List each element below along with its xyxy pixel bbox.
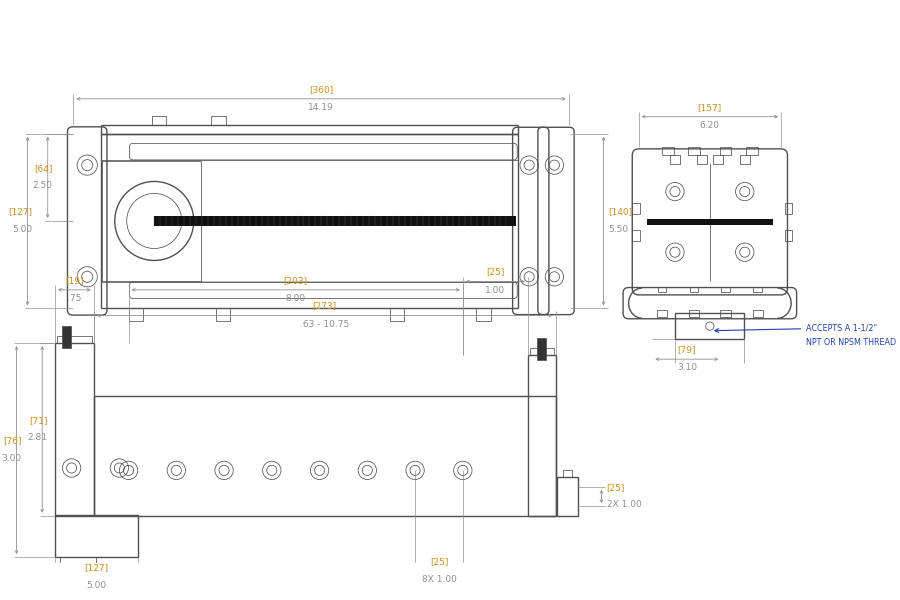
Text: .63 - 10.75: .63 - 10.75 (300, 320, 349, 329)
Text: [71]: [71] (29, 416, 48, 425)
Bar (59, 557, 96, 566)
Text: ACCEPTS A 1-1/2": ACCEPTS A 1-1/2" (715, 323, 878, 332)
Bar (657, 310, 667, 317)
Bar (752, 310, 762, 317)
Text: [76]: [76] (3, 436, 22, 445)
Bar (746, 148, 758, 155)
Text: [273]: [273] (312, 301, 337, 310)
Bar (740, 155, 750, 164)
Bar (390, 308, 404, 321)
Bar (55, 515, 138, 557)
Bar (530, 347, 554, 355)
Text: [79]: [79] (678, 345, 697, 354)
Bar (94, 397, 555, 516)
Text: [25]: [25] (430, 557, 448, 566)
Text: 2X 1.00: 2X 1.00 (607, 500, 642, 509)
Bar (670, 155, 680, 164)
Bar (713, 155, 724, 164)
Text: 1.00: 1.00 (485, 286, 506, 295)
Bar (719, 148, 732, 155)
Text: 3.10: 3.10 (677, 363, 697, 372)
Bar (154, 217, 517, 226)
Text: [64]: [64] (34, 164, 53, 173)
Text: [127]: [127] (85, 563, 109, 572)
Text: 5.00: 5.00 (86, 581, 106, 590)
Bar (688, 148, 700, 155)
Text: 2.50: 2.50 (32, 181, 53, 190)
Bar (476, 308, 491, 321)
Text: [127]: [127] (8, 208, 32, 217)
Text: 5.50: 5.50 (608, 224, 629, 233)
Bar (658, 287, 666, 292)
Text: [360]: [360] (309, 85, 333, 94)
Text: [25]: [25] (607, 483, 625, 492)
Bar (102, 161, 201, 281)
Bar (720, 310, 731, 317)
Bar (212, 116, 226, 125)
Text: 8X 1.00: 8X 1.00 (421, 575, 456, 584)
Bar (633, 230, 640, 241)
Text: 6.20: 6.20 (700, 121, 720, 130)
Bar (216, 308, 230, 321)
Bar (785, 230, 792, 241)
Text: [19]: [19] (65, 276, 84, 285)
Text: [157]: [157] (698, 103, 722, 112)
Text: [203]: [203] (284, 276, 308, 285)
Bar (675, 313, 744, 339)
Text: [25]: [25] (486, 268, 505, 277)
Bar (633, 203, 640, 214)
Text: .75: .75 (68, 294, 82, 303)
Bar (689, 310, 699, 317)
Bar (647, 218, 773, 225)
Bar (57, 336, 92, 343)
Bar (151, 116, 166, 125)
Bar (690, 287, 698, 292)
Bar (55, 343, 94, 516)
Text: 2.81: 2.81 (27, 433, 48, 442)
Text: 14.19: 14.19 (308, 103, 334, 112)
Bar (785, 203, 792, 214)
Bar (537, 338, 546, 359)
Bar (61, 326, 71, 347)
Bar (562, 470, 572, 477)
Text: 8.00: 8.00 (285, 294, 306, 303)
Bar (129, 308, 143, 321)
Bar (697, 155, 706, 164)
Bar (662, 148, 673, 155)
Bar (528, 355, 555, 516)
Bar (721, 287, 730, 292)
Bar (753, 287, 761, 292)
Text: NPT OR NPSM THREAD: NPT OR NPSM THREAD (806, 338, 896, 347)
Text: 3.00: 3.00 (2, 454, 22, 463)
Text: [140]: [140] (608, 208, 633, 217)
Text: 5.00: 5.00 (13, 224, 32, 233)
Bar (557, 477, 578, 516)
